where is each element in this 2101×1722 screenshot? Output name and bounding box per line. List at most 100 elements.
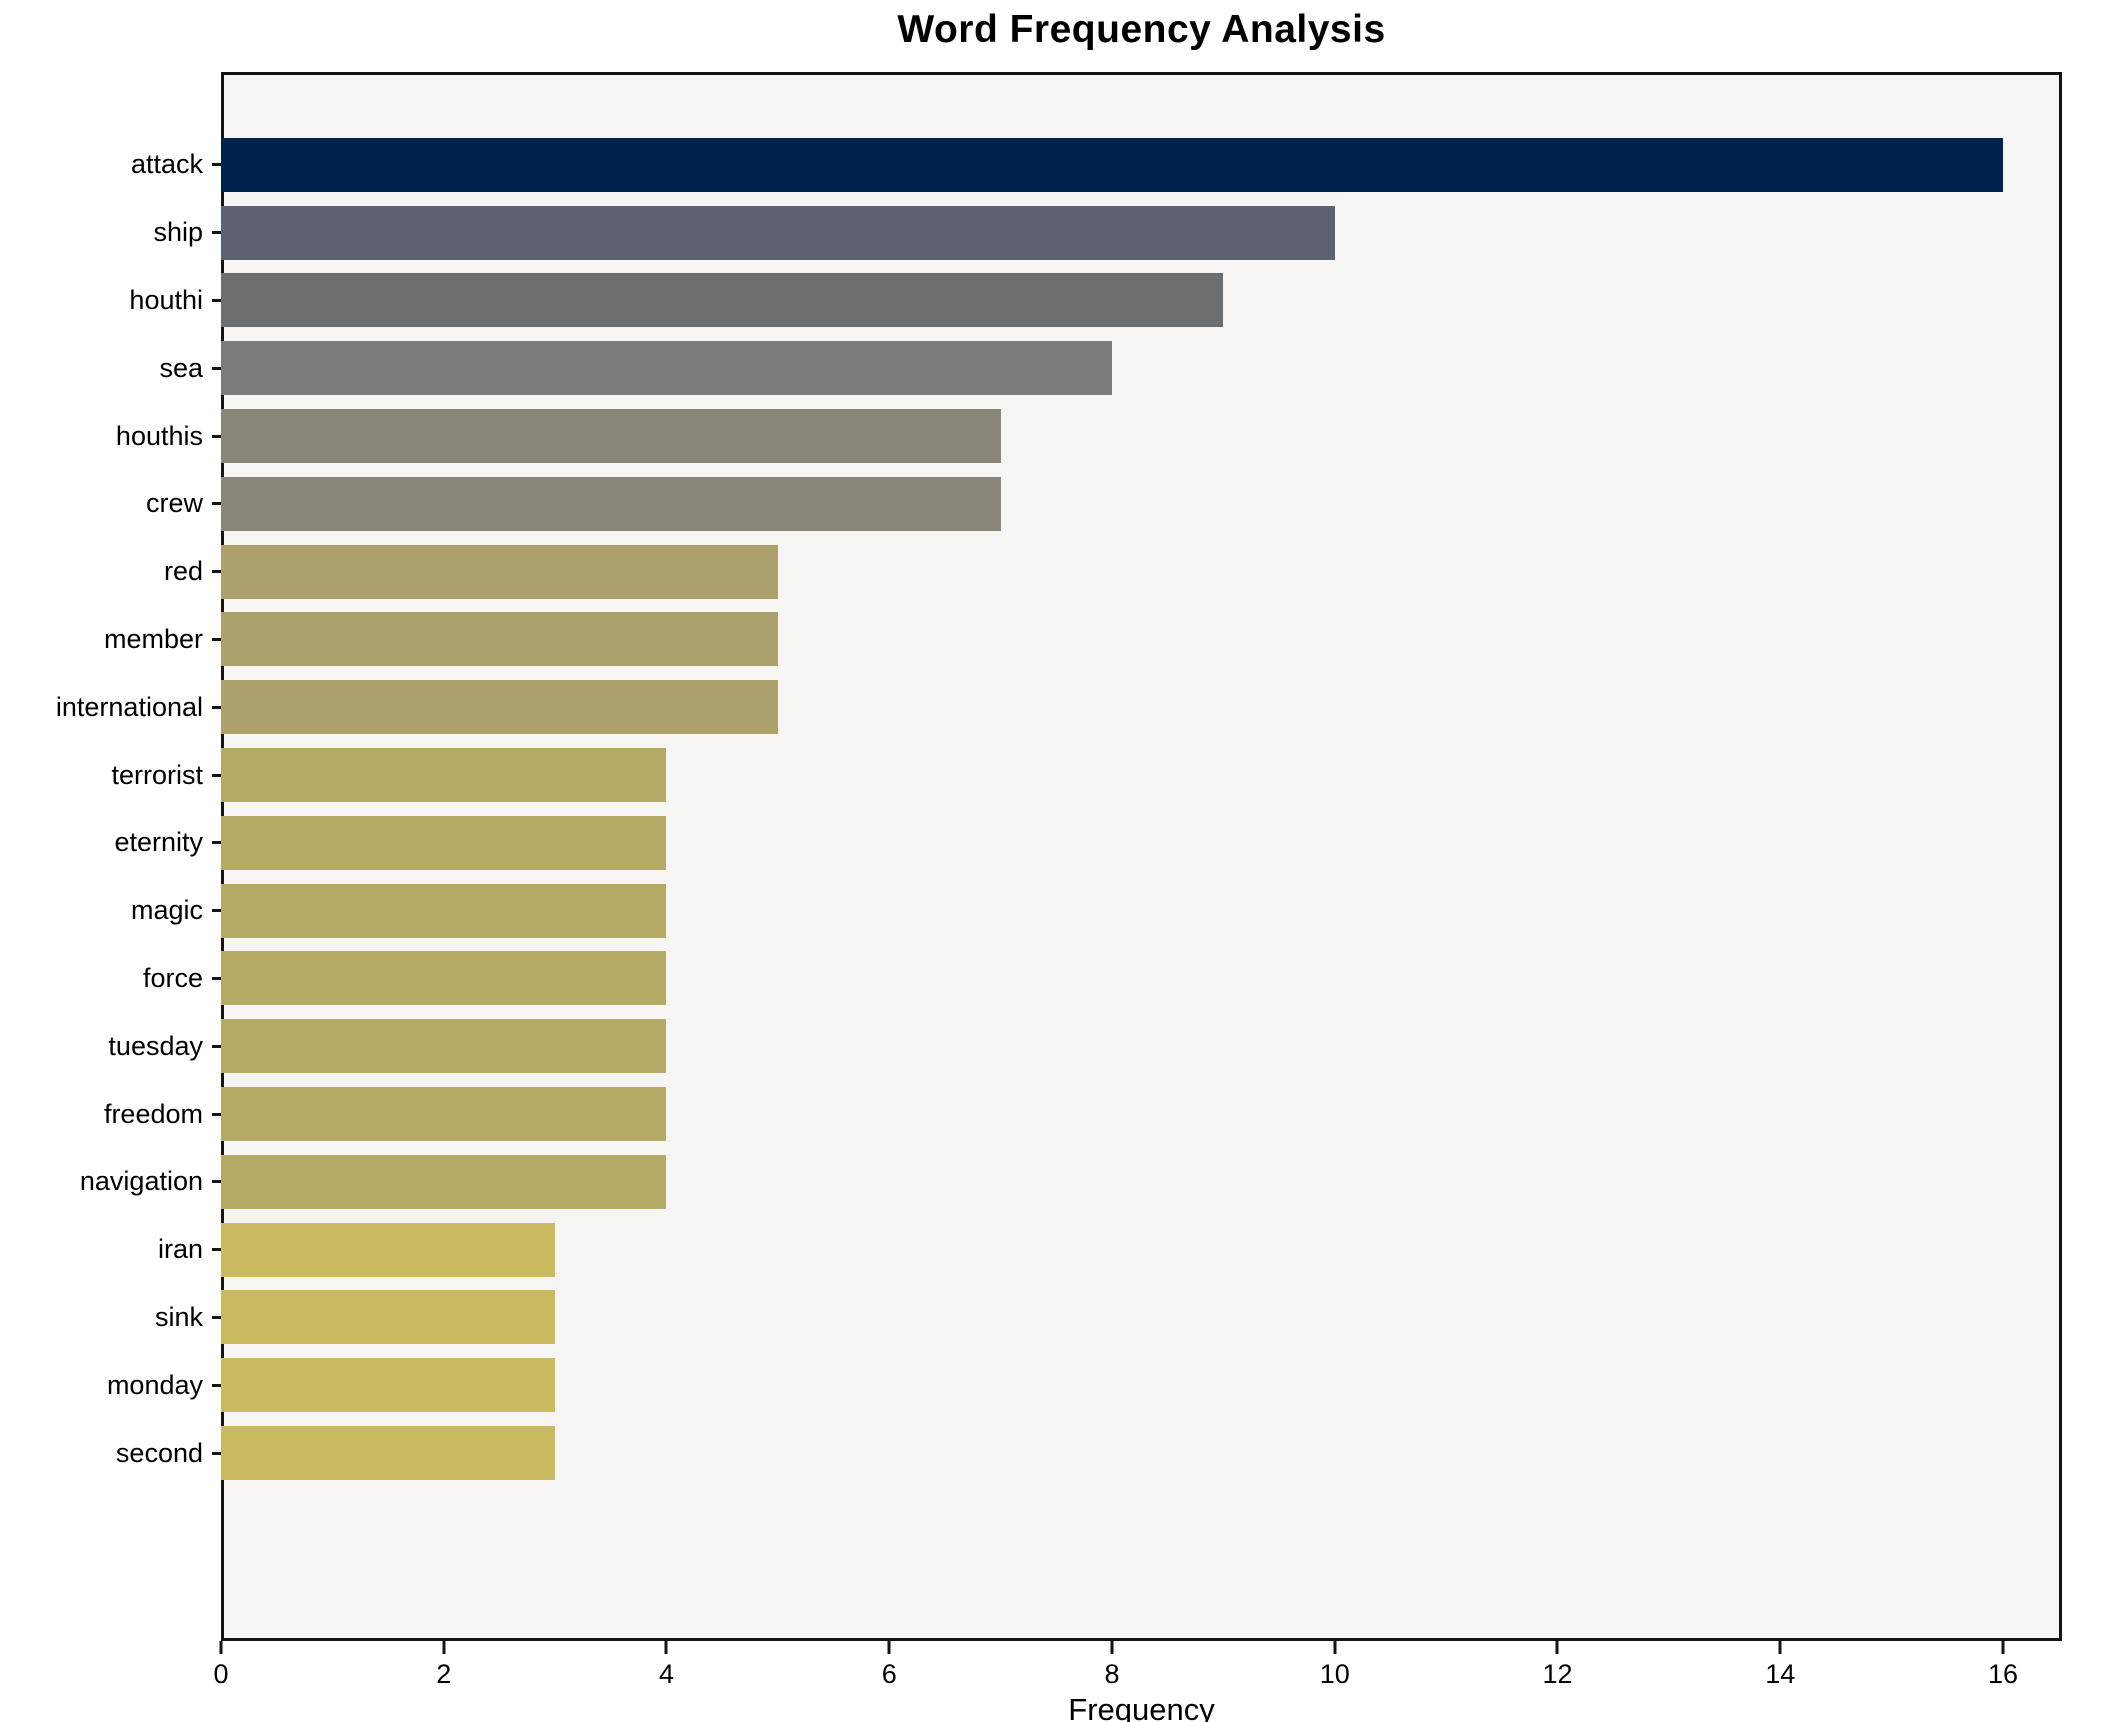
bar-sea xyxy=(221,341,1112,396)
y-tick-row: sink xyxy=(0,1284,221,1352)
y-tick-label-sink: sink xyxy=(154,1301,203,1332)
x-axis-label: Frequency xyxy=(1068,1692,1215,1722)
y-tick-row: iran xyxy=(0,1216,221,1284)
bar-navigation xyxy=(221,1154,667,1209)
bar-row xyxy=(221,267,2062,335)
x-tick-mark xyxy=(664,1641,668,1654)
x-axis: 0 2 4 6 8 10 12 14 16 xyxy=(213,1641,2062,1711)
bar-sink xyxy=(221,1290,556,1345)
bar-attack xyxy=(221,137,2003,192)
y-tick-label-magic: magic xyxy=(130,895,203,926)
y-tick-row: eternity xyxy=(0,809,221,877)
x-tick-label: 14 xyxy=(1765,1659,1796,1689)
y-tick-mark xyxy=(212,637,221,641)
x-tick-label: 4 xyxy=(658,1659,674,1689)
x-tick-mark xyxy=(1555,1641,1559,1654)
bar-freedom xyxy=(221,1087,667,1142)
y-tick-mark xyxy=(212,1180,221,1184)
y-tick-mark xyxy=(212,705,221,709)
bar-terrorist xyxy=(221,748,667,803)
bar-second xyxy=(221,1426,556,1481)
y-tick-mark xyxy=(212,570,221,574)
bar-row xyxy=(221,809,2062,877)
y-tick-label-tuesday: tuesday xyxy=(108,1030,203,1061)
bar-row xyxy=(221,673,2062,741)
y-tick-label-freedom: freedom xyxy=(103,1098,203,1129)
bar-row xyxy=(221,1216,2062,1284)
x-tick-label: 0 xyxy=(213,1659,229,1689)
chart-title: Word Frequency Analysis xyxy=(897,8,1386,51)
y-tick-label-iran: iran xyxy=(157,1234,203,1265)
bar-row xyxy=(221,945,2062,1013)
bar-iran xyxy=(221,1222,556,1277)
bar-eternity xyxy=(221,815,667,870)
y-tick-mark xyxy=(212,976,221,980)
bar-row xyxy=(221,199,2062,267)
bar-row xyxy=(221,131,2062,199)
x-tick-mark xyxy=(219,1641,223,1654)
y-tick-mark xyxy=(212,502,221,506)
x-tick-label: 12 xyxy=(1542,1659,1573,1689)
x-tick-label: 8 xyxy=(1104,1659,1120,1689)
y-tick-mark xyxy=(212,1451,221,1455)
y-tick-mark xyxy=(212,163,221,167)
y-tick-label-international: international xyxy=(55,691,203,722)
y-tick-row: monday xyxy=(0,1351,221,1419)
y-tick-row: magic xyxy=(0,877,221,945)
bar-houthi xyxy=(221,273,1224,328)
y-tick-mark xyxy=(212,231,221,235)
bar-crew xyxy=(221,476,1001,531)
bar-row xyxy=(221,1351,2062,1419)
x-tick-label: 2 xyxy=(436,1659,452,1689)
x-tick-label: 10 xyxy=(1319,1659,1350,1689)
y-tick-label-crew: crew xyxy=(145,488,203,519)
x-tick-mark xyxy=(2001,1641,2005,1654)
bar-row xyxy=(221,606,2062,674)
y-tick-row: attack xyxy=(0,131,221,199)
y-tick-label-eternity: eternity xyxy=(114,827,203,858)
x-tick-label: 16 xyxy=(1987,1659,2018,1689)
y-tick-row: ship xyxy=(0,199,221,267)
bar-row xyxy=(221,1012,2062,1080)
bar-international xyxy=(221,680,778,735)
y-tick-mark xyxy=(212,366,221,370)
y-tick-row: crew xyxy=(0,470,221,538)
y-tick-row: force xyxy=(0,945,221,1013)
y-tick-row: red xyxy=(0,538,221,606)
y-tick-row: tuesday xyxy=(0,1012,221,1080)
y-tick-row: houthi xyxy=(0,267,221,335)
bar-row xyxy=(221,402,2062,470)
y-tick-mark xyxy=(212,1044,221,1048)
y-tick-label-navigation: navigation xyxy=(79,1166,203,1197)
y-tick-label-monday: monday xyxy=(106,1369,203,1400)
bar-row xyxy=(221,1080,2062,1148)
y-tick-label-ship: ship xyxy=(153,217,203,248)
y-tick-row: sea xyxy=(0,334,221,402)
bar-row xyxy=(221,741,2062,809)
y-tick-mark xyxy=(212,909,221,913)
y-tick-label-sea: sea xyxy=(159,352,203,383)
y-tick-mark xyxy=(212,434,221,438)
y-tick-row: houthis xyxy=(0,402,221,470)
y-tick-row: freedom xyxy=(0,1080,221,1148)
y-tick-row: navigation xyxy=(0,1148,221,1216)
y-tick-label-second: second xyxy=(115,1437,203,1468)
y-tick-label-houthi: houthi xyxy=(129,284,203,315)
bar-row xyxy=(221,538,2062,606)
y-tick-row: second xyxy=(0,1419,221,1487)
y-tick-mark xyxy=(212,841,221,845)
x-tick-mark xyxy=(1110,1641,1114,1654)
y-tick-mark xyxy=(212,1248,221,1252)
y-tick-label-houthis: houthis xyxy=(115,420,203,451)
bar-row xyxy=(221,1148,2062,1216)
y-tick-row: member xyxy=(0,606,221,674)
bar-red xyxy=(221,544,778,599)
bar-row xyxy=(221,877,2062,945)
y-tick-mark xyxy=(212,1112,221,1116)
bar-houthis xyxy=(221,409,1001,464)
bar-row xyxy=(221,334,2062,402)
bars-area xyxy=(221,131,2062,1487)
y-tick-mark xyxy=(212,773,221,777)
x-tick-mark xyxy=(442,1641,446,1654)
